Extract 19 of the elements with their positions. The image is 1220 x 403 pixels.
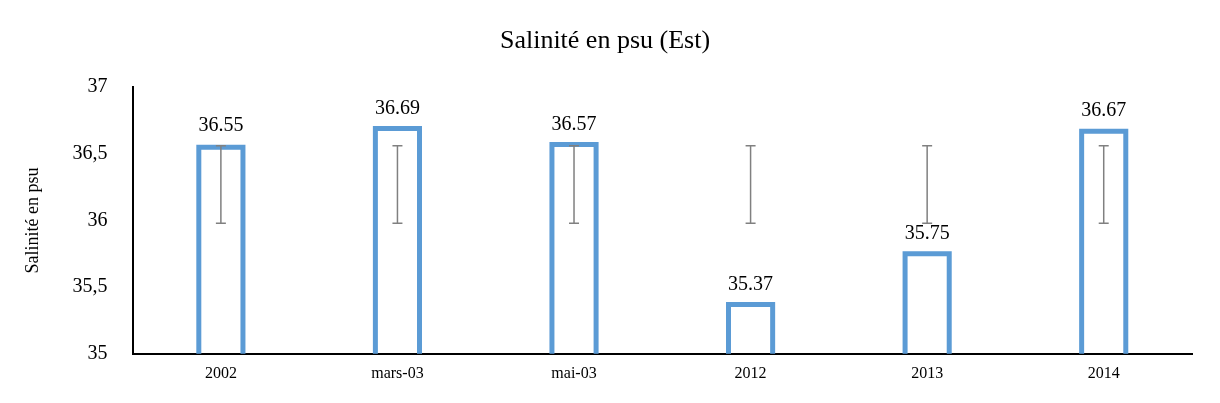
y-tick-label: 36,5	[72, 141, 108, 164]
y-axis-title: Salinité en psu	[21, 167, 42, 274]
data-label: 35.37	[728, 271, 774, 294]
y-tick-label: 35,5	[72, 274, 108, 297]
x-tick-label: mai-03	[551, 363, 597, 381]
data-label: 36.57	[551, 111, 597, 134]
y-tick-label: 35	[87, 341, 108, 364]
chart-title: Salinité en psu (Est)	[499, 25, 711, 55]
x-tick-label: 2013	[911, 363, 944, 381]
x-tick-label: mars-03	[371, 363, 424, 381]
y-tick-label: 36	[87, 207, 108, 230]
x-tick-label: 2002	[204, 363, 237, 381]
data-label: 36.55	[198, 113, 244, 136]
x-tick-label: 2012	[734, 363, 767, 381]
data-label: 35.75	[904, 221, 950, 244]
y-tick-label: 37	[87, 74, 108, 97]
data-label: 36.69	[374, 95, 420, 118]
data-label: 36.67	[1081, 98, 1127, 121]
x-tick-label: 2014	[1087, 363, 1120, 381]
